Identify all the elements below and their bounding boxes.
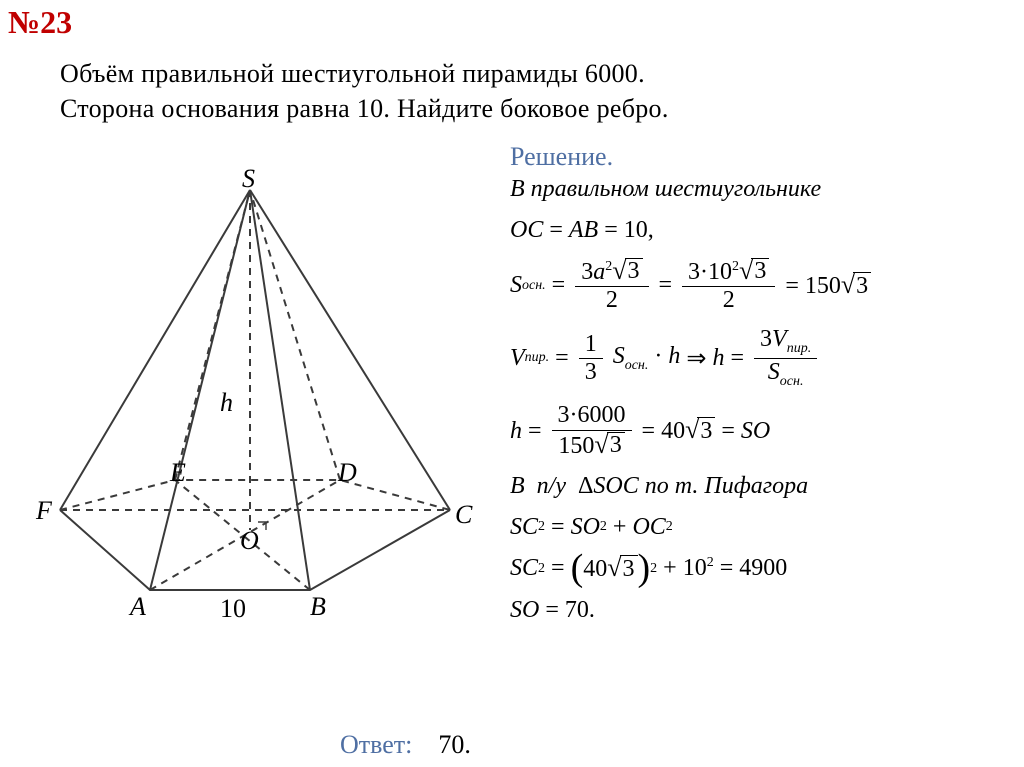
frac-1: 3a2√3 2 — [575, 258, 648, 313]
pyramid-diagram: S A B C D E F O h 10 — [30, 170, 490, 670]
AB: AB — [569, 217, 598, 244]
math-line-8: SC2 = ( 40√3 )2 + 102 = 4900 — [510, 555, 1020, 583]
math-line-3: S осн. = 3a2√3 2 = 3·102√3 2 = 150√3 — [510, 258, 1020, 313]
problem-number: №23 — [8, 4, 72, 41]
label-S: S — [242, 164, 255, 194]
S-subscript: осн. — [522, 278, 546, 294]
answer: Ответ: 70. — [340, 730, 471, 760]
label-10: 10 — [220, 594, 246, 624]
math-line-9: SO = 70. — [510, 597, 1020, 624]
problem-line1: Объём правильной шестиугольной пирамиды … — [60, 59, 645, 88]
label-B: B — [310, 592, 326, 622]
answer-prefix: Ответ: — [340, 730, 412, 759]
math-line-5: h = 3·6000 150√3 = 40√3 = SO — [510, 403, 1020, 458]
frac-2: 3·102√3 2 — [682, 258, 775, 313]
math-line-1: В правильном шестиугольнике — [510, 176, 1020, 203]
frac-1-3: 1 3 — [579, 332, 603, 385]
label-F: F — [36, 496, 52, 526]
math-line-6: В п/у ΔSOC по т. Пифагора — [510, 473, 1020, 500]
label-O: O — [240, 526, 259, 556]
problem-statement: Объём правильной шестиугольной пирамиды … — [60, 56, 960, 126]
label-D: D — [338, 458, 357, 488]
label-h: h — [220, 388, 233, 418]
label-E: E — [170, 458, 186, 488]
solution-body: В правильном шестиугольнике OC = AB = 10… — [510, 176, 1020, 638]
page: №23 Объём правильной шестиугольной пирам… — [0, 0, 1024, 767]
math-line-7: SC2 = SO2 + OC2 — [510, 514, 1020, 541]
problem-line2: Сторона основания равна 10. Найдите боко… — [60, 94, 669, 123]
math-line-4: V пир. = 1 3 Sосн. · h ⇒ h = 3Vпир. Sосн… — [510, 327, 1020, 389]
OC: OC — [510, 217, 543, 244]
frac-hcalc: 3·6000 150√3 — [552, 403, 632, 458]
diagram-svg — [30, 170, 490, 670]
label-C: C — [455, 500, 472, 530]
solution-heading: Решение. — [510, 142, 613, 172]
implies: ⇒ — [686, 346, 706, 372]
frac-h: 3Vпир. Sосн. — [754, 327, 817, 389]
val-10: 10, — [624, 217, 654, 244]
answer-value: 70. — [438, 730, 471, 759]
S-base: S — [510, 272, 522, 299]
V-sub: пир. — [525, 350, 550, 366]
math-line-2: OC = AB = 10, — [510, 217, 1020, 244]
V: V — [510, 345, 525, 372]
label-A: A — [130, 592, 146, 622]
